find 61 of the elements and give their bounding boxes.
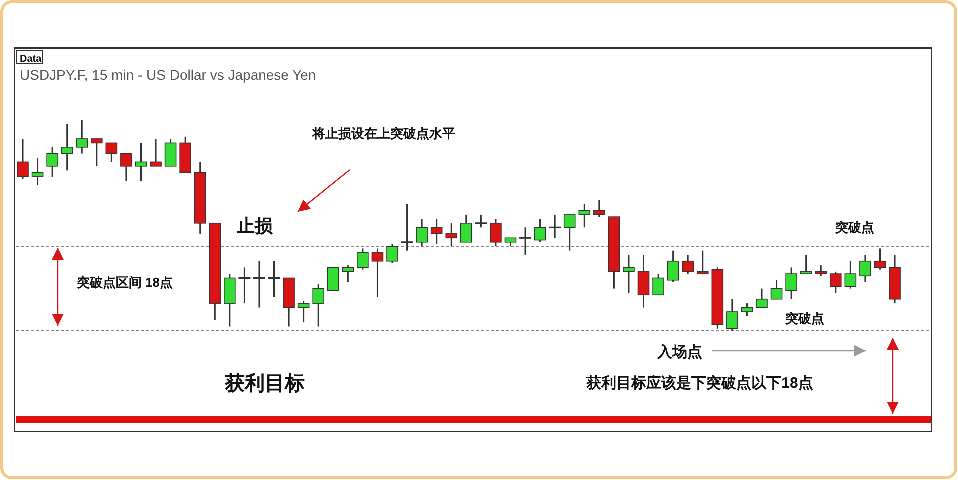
candlestick: [652, 273, 664, 296]
candlestick: [741, 302, 754, 317]
ref-line-label: 突破点: [834, 220, 874, 235]
candlestick: [682, 254, 694, 275]
candlestick: [578, 204, 591, 228]
candlestick: [400, 204, 414, 252]
text: Data: [20, 54, 42, 65]
candlestick: [238, 266, 252, 304]
candlestick: [252, 260, 266, 309]
candlestick: [830, 271, 842, 294]
candlestick: [874, 248, 886, 271]
candlestick: [786, 266, 798, 300]
candlestick: [534, 218, 546, 244]
candlestick: [623, 254, 635, 294]
candlestick: [268, 260, 282, 298]
candlestick: [726, 298, 738, 332]
candlestick: [860, 254, 872, 284]
candlestick: [32, 157, 44, 186]
candlestick: [638, 254, 650, 309]
candlestick: [446, 222, 458, 248]
candlestick: [357, 248, 369, 271]
candlestick: [490, 218, 502, 248]
candlestick: [312, 284, 324, 328]
candlestick: [298, 300, 310, 324]
candlestick: [696, 250, 709, 275]
candlestick: [756, 288, 768, 309]
chart-title: USDJPY.F, 15 min - US Dollar vs Japanese Yen: [20, 67, 316, 83]
candlestick: [135, 142, 148, 182]
candlestick: [372, 248, 384, 298]
annotation: 突破点区间 18点: [76, 275, 174, 290]
candlestick: [518, 226, 532, 256]
candlestick: [120, 153, 132, 182]
candlestick: [815, 264, 828, 277]
candlestick: [430, 218, 443, 246]
candlestick: [548, 214, 562, 239]
candlestick: [667, 250, 680, 284]
text: 入场点: [656, 344, 702, 361]
candlestick: [150, 138, 162, 168]
ref-line-label: 突破点: [784, 311, 824, 326]
candlestick: [474, 214, 488, 228]
candlestick: [594, 199, 606, 218]
candlestick: [61, 123, 74, 172]
candlestick: [17, 138, 29, 180]
candlestick: [770, 280, 783, 300]
candlestick: [91, 138, 103, 168]
candlestick: [164, 138, 177, 168]
candlestick: [564, 214, 576, 252]
text: 获利目标应该是下突破点以下18点: [586, 374, 814, 392]
candlestick: [800, 254, 812, 275]
candlestick: [844, 260, 857, 290]
candlestick: [46, 146, 58, 178]
candlestick: [386, 244, 398, 264]
candlestick: [342, 264, 354, 284]
candlestick: [106, 142, 118, 163]
candlestick: [327, 267, 340, 292]
annotation: 止损: [236, 216, 274, 236]
candlestick: [460, 214, 472, 244]
candlestick: [416, 218, 428, 248]
ref-line-label: 获利目标: [224, 372, 305, 395]
annotation: 将止损设在上突破点水平: [312, 126, 456, 141]
candlestick: [76, 119, 88, 155]
